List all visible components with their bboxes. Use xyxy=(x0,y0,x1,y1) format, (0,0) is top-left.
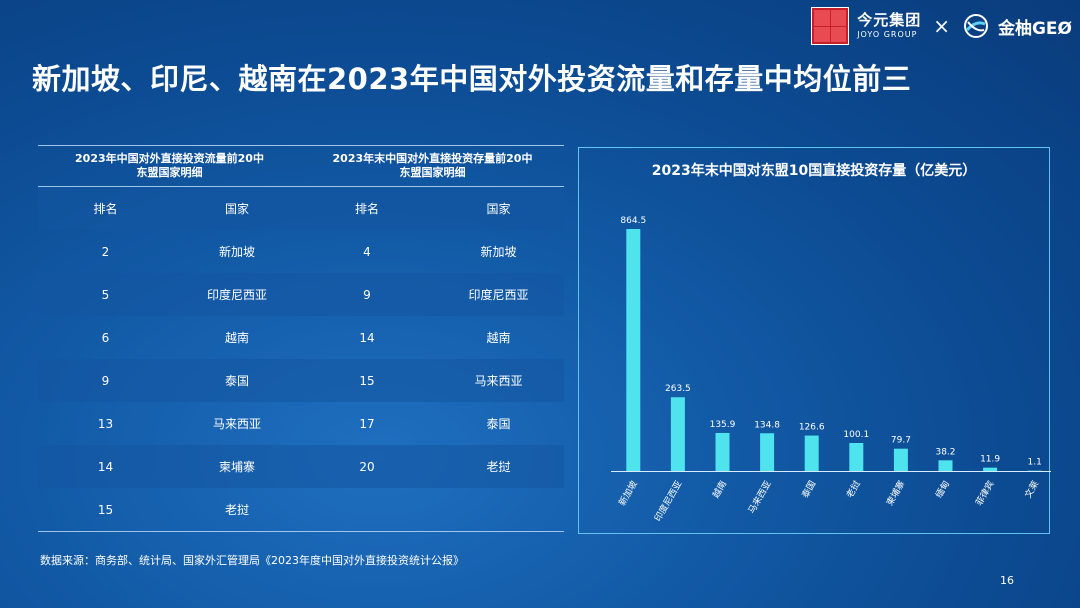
table-cell: 17 xyxy=(359,416,375,431)
category-label-9: 文莱 xyxy=(1022,479,1041,501)
bar-6 xyxy=(893,448,908,471)
table-cell: 14 xyxy=(359,330,375,345)
col-header: 排名 xyxy=(93,202,118,216)
category-label-3: 马来西亚 xyxy=(746,479,774,516)
brand-cn: 今元集团 xyxy=(857,11,922,29)
table-cell: 印度尼西亚 xyxy=(206,288,267,302)
value-label-7: 38.2 xyxy=(935,447,955,457)
table-row: 2 新加坡 4 新加坡 xyxy=(38,230,564,273)
category-label-5: 老挝 xyxy=(843,479,862,501)
col-header: 国家 xyxy=(224,202,249,216)
partner-brand: 金柚GEØ xyxy=(997,18,1072,39)
chart-title: 2023年末中国对东盟10国直接投资存量（亿美元） xyxy=(651,163,977,179)
value-label-0: 864.5 xyxy=(620,216,646,226)
category-label-6: 柬埔寨 xyxy=(884,479,908,508)
table-cell: 9 xyxy=(101,373,110,388)
bar-3 xyxy=(760,433,775,471)
bar-chart-svg: 864.5 新加坡 263.5 印度尼西亚 135.9 越南 134.8 马来西亚 126.6 泰… xyxy=(611,216,1051,524)
table-cell: 20 xyxy=(359,459,375,474)
table-column-header-row: 排名 国家 排名 国家 xyxy=(38,187,564,230)
table-cell: 老挝 xyxy=(486,460,511,474)
joyo-brand: 今元集团 JOYO GROUP xyxy=(857,13,921,39)
category-label-1: 印度尼西亚 xyxy=(652,479,685,524)
table-cell: 15 xyxy=(97,502,114,517)
bar-4 xyxy=(804,435,819,471)
category-label-0: 新加坡 xyxy=(616,479,640,508)
logo-area: 今元集团 JOYO GROUP × 金柚GEØ xyxy=(811,6,1072,46)
value-label-9: 1.1 xyxy=(1028,458,1042,468)
bar-5 xyxy=(849,442,864,471)
table-row: 15 老挝 xyxy=(38,488,564,532)
col-header: 排名 xyxy=(354,202,379,216)
table-cell: 越南 xyxy=(224,331,249,345)
value-label-5: 100.1 xyxy=(843,430,869,440)
header-flow: 2023年中国对外直接投资流量前20中 东盟国家明细 xyxy=(75,152,264,179)
geo-globe-icon xyxy=(963,14,988,38)
table-cell: 马来西亚 xyxy=(212,417,261,431)
bar-7 xyxy=(938,460,953,471)
col-header: 国家 xyxy=(486,202,511,216)
category-label-8: 菲律宾 xyxy=(973,479,997,508)
investment-stock-chart: 2023年末中国对东盟10国直接投资存量（亿美元） 864.5 新加坡 263.5 印… xyxy=(578,147,1051,534)
bar-2 xyxy=(715,432,730,471)
ranking-table: 2023年中国对外直接投资流量前20中 东盟国家明细 2023年末中国对外直接投… xyxy=(38,145,564,535)
table-cell: 柬埔寨 xyxy=(218,460,255,474)
table-row: 6 越南 14 越南 xyxy=(38,316,564,359)
category-label-7: 缅甸 xyxy=(933,479,952,501)
value-label-1: 263.5 xyxy=(665,384,691,394)
table-row: 14 柬埔寨 20 老挝 xyxy=(38,445,564,488)
data-source-note: 数据来源：商务部、统计局、国家外汇管理局《2023年度中国对外直接投资统计公报》 xyxy=(40,554,464,567)
bar-0 xyxy=(626,229,641,471)
category-label-4: 泰国 xyxy=(799,479,818,501)
category-label-2: 越南 xyxy=(710,479,729,501)
joyo-seal-logo xyxy=(811,7,850,45)
table-cell: 越南 xyxy=(486,331,511,345)
cross-separator: × xyxy=(933,14,950,38)
page-title: 新加坡、印尼、越南在2023年中国对外投资流量和存量中均位前三 xyxy=(32,62,912,96)
table-body: 排名 国家 排名 国家 2 新加坡 4 新加坡 5 印度尼西亚 9 印度尼西亚 … xyxy=(38,187,564,532)
table-cell: 泰国 xyxy=(486,417,511,431)
table-cell: 老挝 xyxy=(224,503,249,517)
brand-en: JOYO GROUP xyxy=(857,30,918,39)
table-cell: 印度尼西亚 xyxy=(468,288,529,302)
value-label-3: 134.8 xyxy=(754,420,780,430)
value-label-6: 79.7 xyxy=(891,436,911,446)
table-cell: 4 xyxy=(363,244,371,259)
header-stock: 2023年末中国对外直接投资存量前20中 东盟国家明细 xyxy=(332,152,533,179)
table-cell: 6 xyxy=(101,330,110,345)
table-cell: 泰国 xyxy=(224,374,249,388)
table-cell: 新加坡 xyxy=(218,245,255,259)
table-cell: 9 xyxy=(363,287,371,302)
table-cell: 13 xyxy=(97,416,114,431)
table-row: 13 马来西亚 17 泰国 xyxy=(38,402,564,445)
bar-8 xyxy=(983,467,998,471)
table-row: 9 泰国 15 马来西亚 xyxy=(38,359,564,402)
table-cell: 马来西亚 xyxy=(474,374,523,388)
table-row: 5 印度尼西亚 9 印度尼西亚 xyxy=(38,273,564,316)
page-number: 16 xyxy=(1000,574,1014,587)
table-cell: 2 xyxy=(101,244,110,259)
bar-1 xyxy=(670,397,685,471)
value-label-8: 11.9 xyxy=(980,455,1000,465)
table-cell: 14 xyxy=(97,459,114,474)
table-cell: 15 xyxy=(359,373,375,388)
table-cell: 新加坡 xyxy=(480,245,517,259)
table-cell: 5 xyxy=(101,287,110,302)
value-label-2: 135.9 xyxy=(710,420,736,430)
value-label-4: 126.6 xyxy=(799,423,825,433)
table-group-header: 2023年中国对外直接投资流量前20中 东盟国家明细 2023年末中国对外直接投… xyxy=(38,145,564,187)
